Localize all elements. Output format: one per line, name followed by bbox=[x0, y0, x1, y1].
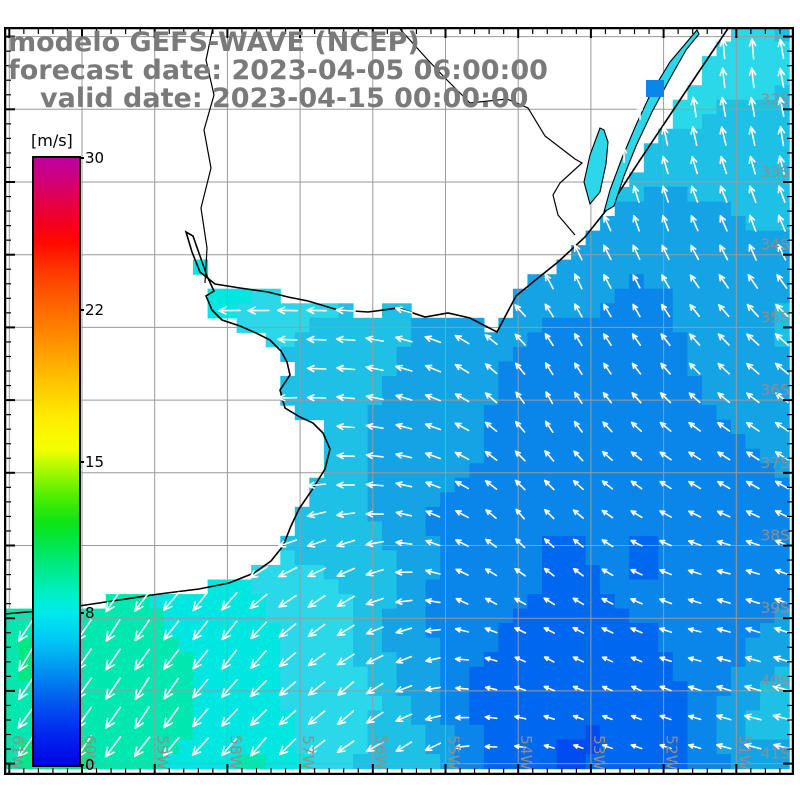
lagoon-cell bbox=[646, 80, 664, 97]
lon-label: 54W bbox=[517, 735, 535, 770]
lat-label: 36S bbox=[760, 381, 790, 399]
lat-label: 32S bbox=[760, 90, 790, 108]
lon-label: 59W bbox=[154, 735, 172, 770]
lon-label: 60W bbox=[81, 735, 99, 770]
lat-label: 35S bbox=[760, 308, 790, 326]
lagoa-dos-patos bbox=[603, 29, 700, 214]
lat-label: 34S bbox=[760, 236, 790, 254]
colorbar-tick-mark bbox=[79, 764, 84, 766]
lagoa-mirim bbox=[583, 127, 609, 206]
lat-label: 40S bbox=[760, 672, 790, 690]
lat-label: 39S bbox=[760, 599, 790, 617]
model-title: modelo GEFS-WAVE (NCEP) bbox=[8, 27, 420, 58]
frame-ticks-layer bbox=[6, 29, 792, 773]
map-plot: 32S 33S 34S 35S 36S 37S 38S 39S 40S 41S 61W 60W 59W 5… bbox=[4, 27, 794, 775]
graticule-labels-layer: 32S 33S 34S 35S 36S 37S 38S 39S 40S 41S 61W 60W 59W 5… bbox=[8, 90, 790, 770]
lat-label: 33S bbox=[760, 163, 790, 181]
colorbar-tick-label: 30 bbox=[85, 149, 105, 167]
colorbar-tick-label: 15 bbox=[85, 452, 105, 471]
lon-label: 56W bbox=[372, 735, 390, 770]
colorbar-gradient bbox=[34, 158, 79, 765]
lon-label: 52W bbox=[663, 735, 681, 770]
colorbar bbox=[32, 156, 81, 767]
colorbar-tick-label: 22 bbox=[85, 300, 105, 319]
lat-label: 41S bbox=[760, 745, 790, 763]
country-border-line bbox=[399, 28, 584, 236]
lon-label: 57W bbox=[299, 735, 317, 770]
colorbar-tick-label: 0 bbox=[85, 756, 95, 774]
colorbar-unit-label: [m/s] bbox=[31, 131, 73, 150]
colorbar-tick-mark bbox=[79, 612, 84, 615]
colorbar-tick-label: 8 bbox=[85, 604, 95, 623]
lon-label: 58W bbox=[226, 735, 244, 770]
colorbar-tick-mark bbox=[79, 157, 84, 159]
ocean-cells-layer bbox=[4, 27, 790, 770]
lon-label: 55W bbox=[445, 735, 463, 770]
lon-label: 51W bbox=[735, 735, 753, 770]
lat-label: 38S bbox=[760, 527, 790, 545]
map-frame bbox=[4, 27, 794, 775]
forecast-date-label: forecast date: 2023-04-05 06:00:00 bbox=[8, 55, 548, 86]
lon-label: 53W bbox=[590, 735, 608, 770]
valid-date-label: valid date: 2023-04-15 00:00:00 bbox=[40, 83, 529, 114]
colorbar-tick-mark bbox=[79, 308, 84, 311]
lon-label: 61W bbox=[8, 735, 26, 770]
lat-label: 37S bbox=[760, 454, 790, 472]
coastline bbox=[4, 27, 730, 615]
colorbar-tick-mark bbox=[79, 460, 84, 463]
country-border-line bbox=[200, 27, 215, 284]
